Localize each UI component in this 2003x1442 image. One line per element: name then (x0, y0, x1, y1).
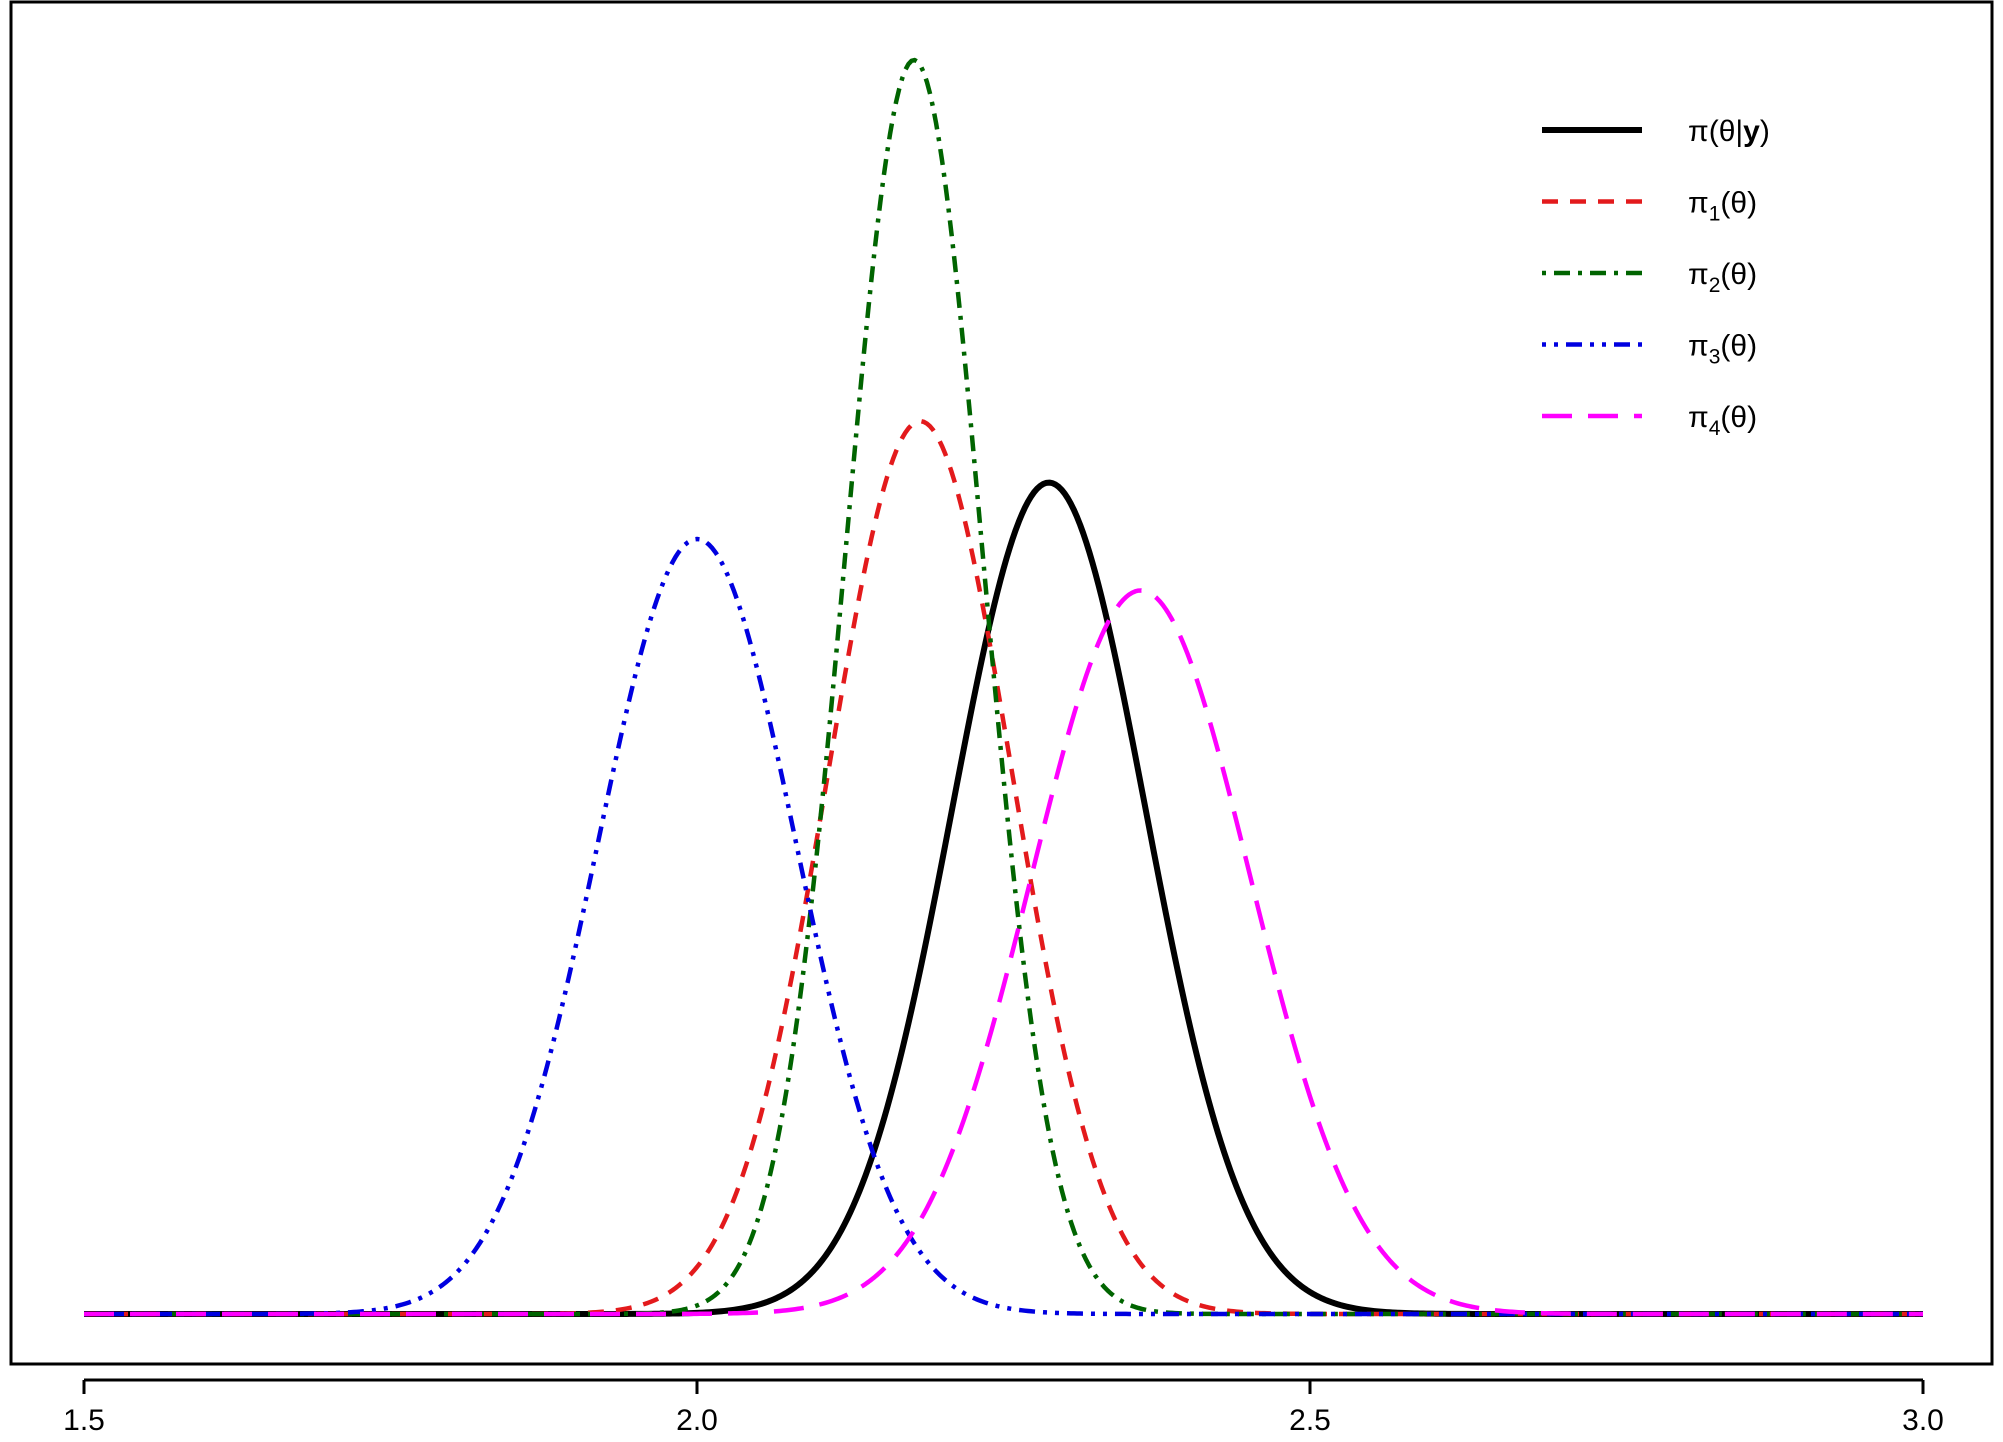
series-line-5 (84, 588, 1923, 1317)
series-line-2 (84, 418, 1923, 1317)
legend: π(θ|y) π1(θ) π2(θ) π3(θ) π4(θ) (1542, 115, 1770, 440)
x-tick-label: 3.0 (1902, 1404, 1944, 1437)
x-tick-label: 2.5 (1289, 1404, 1331, 1437)
legend-label-5: π4(θ) (1688, 401, 1757, 440)
series-curves (84, 57, 1923, 1317)
legend-label-2: π1(θ) (1688, 187, 1757, 226)
legend-label-3: π2(θ) (1688, 258, 1757, 297)
series-line-3 (84, 57, 1923, 1317)
x-tick-label: 1.5 (63, 1404, 105, 1437)
legend-label-4: π3(θ) (1688, 330, 1757, 369)
legend-label-1: π(θ|y) (1688, 115, 1770, 148)
plot-frame (9, 0, 1994, 1366)
x-axis: 1.5 2.0 2.5 3.0 (63, 1378, 1944, 1437)
x-tick-label: 2.0 (676, 1404, 718, 1437)
series-line-1 (84, 479, 1923, 1317)
series-line-4 (84, 536, 1923, 1317)
